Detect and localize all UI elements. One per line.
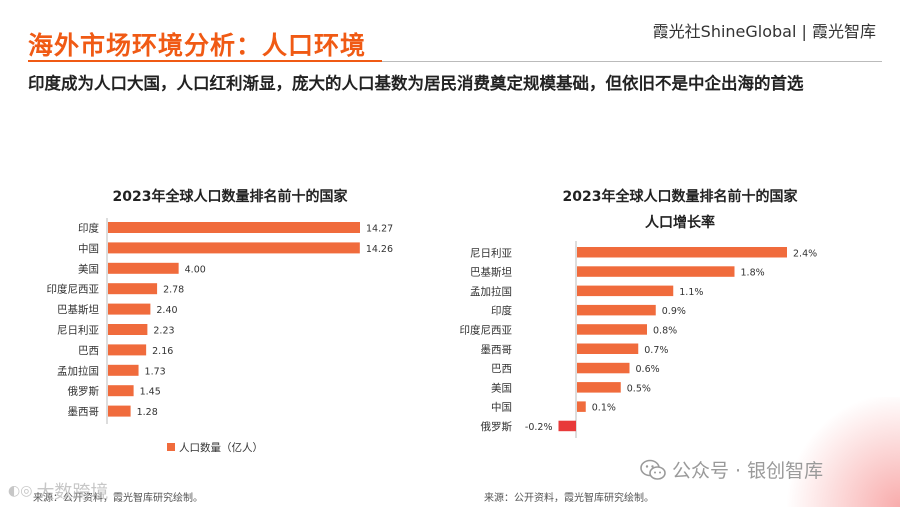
chart2-bar [577, 285, 674, 297]
chart1-bar [108, 405, 131, 417]
chart1-bar [108, 262, 179, 274]
chart1-category-label: 印度尼西亚 [47, 283, 100, 296]
chart2-title-line1: 2023年全球人口数量排名前十的国家 [562, 189, 798, 205]
chart1-category-label: 尼日利亚 [57, 325, 99, 337]
chart1-bar [108, 364, 139, 376]
chart1-value-label: 14.27 [366, 224, 393, 235]
chart1-category-label: 俄罗斯 [68, 385, 100, 398]
chart2-category-label: 美国 [491, 381, 512, 394]
title-rule [382, 60, 882, 62]
chart2-bar [577, 247, 787, 258]
chart1-category-label: 美国 [78, 262, 99, 275]
chart2-bar [577, 362, 630, 374]
wechat-icon [640, 459, 666, 480]
chart2-source: 来源：公开资料，霞光智库研究绘制。 [484, 493, 654, 504]
chart2-category-label: 中国 [491, 401, 512, 414]
chart1-value-label: 2.23 [153, 326, 174, 337]
chart2-category-label: 印度 [491, 304, 512, 317]
chart2-title-line2: 人口增长率 [645, 215, 715, 231]
corner-decoration [780, 397, 900, 507]
chart1-bar [108, 303, 151, 315]
chart1-bar [108, 242, 360, 254]
chart2-bar [577, 266, 735, 277]
watermark-text: 公众号 · 银创智库 [672, 460, 824, 482]
chart1-source: 来源：公开资料，霞光智库研究绘制。 [33, 493, 203, 504]
chart2-value-label: -0.2% [525, 422, 553, 433]
chart2-category-label: 孟加拉国 [470, 285, 512, 298]
chart2-bar-negative [558, 420, 576, 432]
page-title: 海外市场环境分析：人口环境 [28, 31, 367, 60]
chart1-category-label: 巴基斯坦 [57, 303, 99, 316]
chart1-title: 2023年全球人口数量排名前十的国家 [112, 189, 348, 205]
page-subtitle: 印度成为人口大国，人口红利渐显，庞大的人口基数为居民消费奠定规模基础，但依旧不是… [28, 74, 804, 93]
overlay-logo-icon: ◐◎ [8, 483, 33, 499]
chart1-value-label: 14.26 [366, 244, 393, 255]
chart1-category-label: 孟加拉国 [57, 364, 99, 377]
chart2-bar [577, 304, 656, 316]
chart1-value-label: 2.16 [152, 346, 173, 357]
chart2-value-label: 0.7% [644, 345, 668, 356]
chart1-bar [108, 324, 148, 335]
title-underline [28, 60, 382, 62]
chart2-bar [577, 343, 639, 354]
population-bar-chart: 印度 14.27 中国 14.26 美国 4.00 印度尼西亚 2.78 巴基斯坦 2.40 尼日利… [47, 218, 393, 454]
chart2-value-label: 1.1% [679, 287, 703, 298]
chart1-bar [108, 385, 134, 397]
chart1-legend-swatch [167, 443, 175, 451]
chart2-category-label: 俄罗斯 [481, 420, 513, 433]
chart2-value-label: 0.8% [653, 325, 677, 336]
overlay-watermark-text: 大数跨境 [36, 482, 109, 503]
chart1-value-label: 1.28 [137, 407, 158, 418]
chart2-value-label: 0.1% [592, 403, 616, 414]
chart1-bar [108, 283, 158, 295]
chart1-category-label: 印度 [78, 222, 99, 235]
overlay-watermark: ◐◎ 大数跨境 [8, 478, 108, 504]
chart2-bar [577, 401, 586, 412]
chart2-category-label: 墨西哥 [481, 344, 513, 356]
chart1-category-label: 中国 [78, 242, 99, 255]
chart2-value-label: 0.6% [636, 364, 660, 375]
chart1-category-label: 墨西哥 [68, 406, 100, 418]
chart2-value-label: 2.4% [793, 248, 817, 259]
chart2-value-label: 1.8% [741, 268, 765, 279]
chart1-value-label: 2.78 [163, 285, 184, 296]
chart1-bar [108, 344, 147, 356]
chart1-bar [108, 222, 360, 233]
brand-logo-text: 霞光社ShineGlobal | 霞光智库 [652, 22, 876, 41]
chart2-category-label: 巴西 [491, 363, 512, 375]
growth-rate-bar-chart: 尼日利亚 2.4% 巴基斯坦 1.8% 孟加拉国 1.1% 印度 0.9% 印度尼西亚 0.8% 墨… [460, 241, 817, 438]
chart1-legend-label: 人口数量（亿人） [179, 441, 263, 454]
chart2-category-label: 巴基斯坦 [470, 266, 512, 279]
chart2-value-label: 0.9% [662, 306, 686, 317]
chart1-value-label: 4.00 [185, 264, 206, 275]
watermark: 公众号 · 银创智库 [640, 456, 823, 483]
chart1-value-label: 2.40 [156, 305, 177, 316]
chart1-value-label: 1.73 [145, 366, 166, 377]
chart1-category-label: 巴西 [78, 345, 99, 357]
chart2-category-label: 尼日利亚 [470, 247, 512, 259]
chart2-bar [577, 324, 647, 335]
chart2-value-label: 0.5% [627, 383, 651, 394]
chart1-value-label: 1.45 [140, 387, 161, 398]
chart2-category-label: 印度尼西亚 [460, 323, 513, 336]
chart2-bar [577, 382, 621, 393]
